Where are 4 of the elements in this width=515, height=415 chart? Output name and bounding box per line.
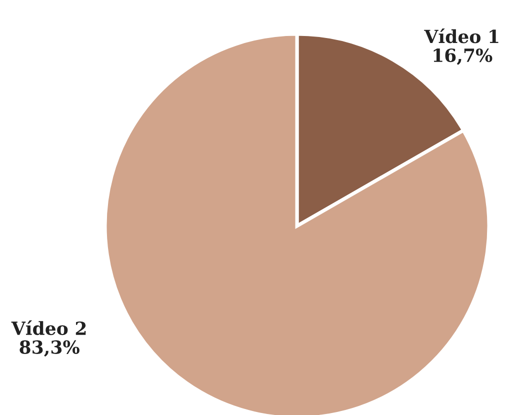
slice-label: Vídeo 2 (11, 320, 86, 336)
data-label: 83,3% (20, 340, 80, 357)
data-label: 16,7% (434, 48, 492, 65)
slice-label: Vídeo 1 (424, 28, 498, 44)
